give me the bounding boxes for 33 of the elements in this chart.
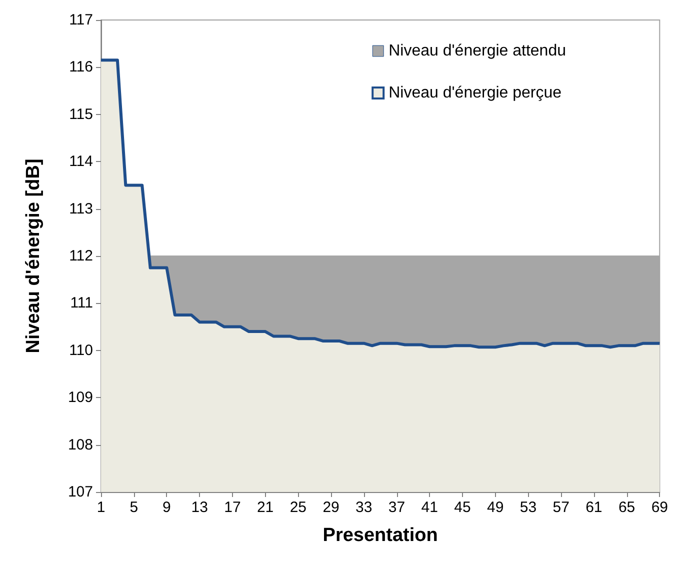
x-tick-label: 65 bbox=[618, 499, 636, 516]
y-tick-label: 107 bbox=[68, 484, 93, 500]
x-axis-title: Presentation bbox=[322, 525, 438, 546]
x-tick-label: 21 bbox=[256, 499, 274, 516]
x-tick-label: 25 bbox=[290, 499, 307, 516]
y-tick-label: 116 bbox=[69, 58, 93, 76]
x-tick-label: 57 bbox=[552, 499, 570, 516]
y-tick-label: 110 bbox=[69, 342, 93, 359]
y-tick-label: 112 bbox=[69, 248, 93, 264]
x-tick-label: 53 bbox=[520, 499, 537, 516]
y-tick-label: 108 bbox=[68, 436, 93, 454]
x-tick-label: 9 bbox=[162, 499, 171, 516]
y-tick-label: 113 bbox=[69, 200, 93, 218]
legend-label: Niveau d'énergie attendu bbox=[388, 42, 566, 60]
y-tick-label: 111 bbox=[70, 294, 93, 312]
x-tick-label: 45 bbox=[454, 499, 471, 516]
y-tick-label: 109 bbox=[68, 389, 93, 406]
x-tick-label: 49 bbox=[487, 499, 504, 516]
legend-label: Niveau d'énergie perçue bbox=[388, 84, 562, 102]
x-tick-label: 13 bbox=[191, 499, 208, 516]
x-tick-label: 61 bbox=[586, 499, 602, 516]
x-tick-label: 17 bbox=[224, 499, 241, 516]
y-axis-title: Niveau d'énergie [dB] bbox=[23, 158, 44, 354]
x-tick-label: 5 bbox=[130, 499, 138, 516]
y-tick-label: 117 bbox=[69, 12, 93, 28]
y-tick-label: 115 bbox=[69, 106, 93, 123]
x-tick-label: 29 bbox=[322, 499, 340, 516]
y-tick-label: 114 bbox=[69, 153, 93, 170]
x-tick-label: 41 bbox=[421, 499, 438, 516]
x-tick-label: 37 bbox=[388, 499, 406, 516]
x-tick-label: 33 bbox=[356, 499, 372, 516]
x-tick-label: 1 bbox=[96, 499, 106, 516]
x-tick-label: 69 bbox=[651, 499, 668, 516]
